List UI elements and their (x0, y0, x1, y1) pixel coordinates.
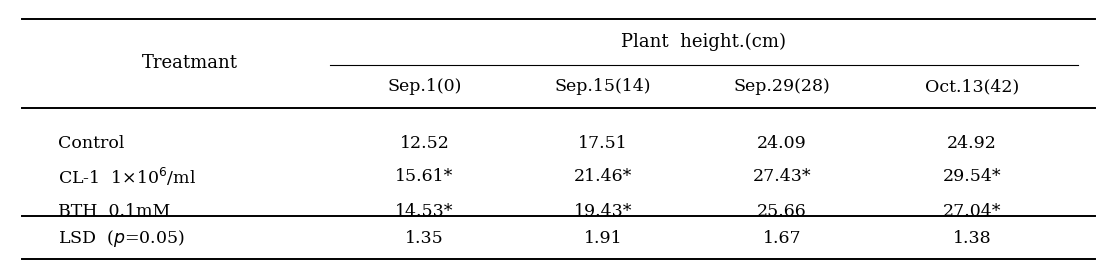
Text: 1.35: 1.35 (405, 231, 443, 247)
Text: 15.61*: 15.61* (395, 168, 454, 185)
Text: 14.53*: 14.53* (395, 204, 454, 220)
Text: 1.67: 1.67 (763, 231, 801, 247)
Text: 29.54*: 29.54* (943, 168, 1001, 185)
Text: CL-1  1×10$^6$/ml: CL-1 1×10$^6$/ml (58, 166, 197, 188)
Text: Control: Control (58, 135, 124, 151)
Text: 17.51: 17.51 (579, 135, 628, 151)
Text: 25.66: 25.66 (757, 204, 806, 220)
Text: 27.43*: 27.43* (753, 168, 811, 185)
Text: 21.46*: 21.46* (574, 168, 632, 185)
Text: 24.92: 24.92 (947, 135, 996, 151)
Text: Plant  height.(cm): Plant height.(cm) (621, 33, 786, 51)
Text: Treatmant: Treatmant (142, 55, 238, 72)
Text: 1.38: 1.38 (953, 231, 991, 247)
Text: 19.43*: 19.43* (574, 204, 632, 220)
Text: 24.09: 24.09 (757, 135, 806, 151)
Text: Sep.15(14): Sep.15(14) (555, 78, 651, 95)
Text: LSD  ($p$=0.05): LSD ($p$=0.05) (58, 228, 185, 249)
Text: Sep.29(28): Sep.29(28) (734, 78, 830, 95)
Text: 27.04*: 27.04* (943, 204, 1001, 220)
Text: 1.91: 1.91 (584, 231, 622, 247)
Text: BTH  0.1mM: BTH 0.1mM (58, 204, 171, 220)
Text: Sep.1(0): Sep.1(0) (388, 78, 461, 95)
Text: Oct.13(42): Oct.13(42) (925, 78, 1019, 95)
Text: 12.52: 12.52 (400, 135, 449, 151)
